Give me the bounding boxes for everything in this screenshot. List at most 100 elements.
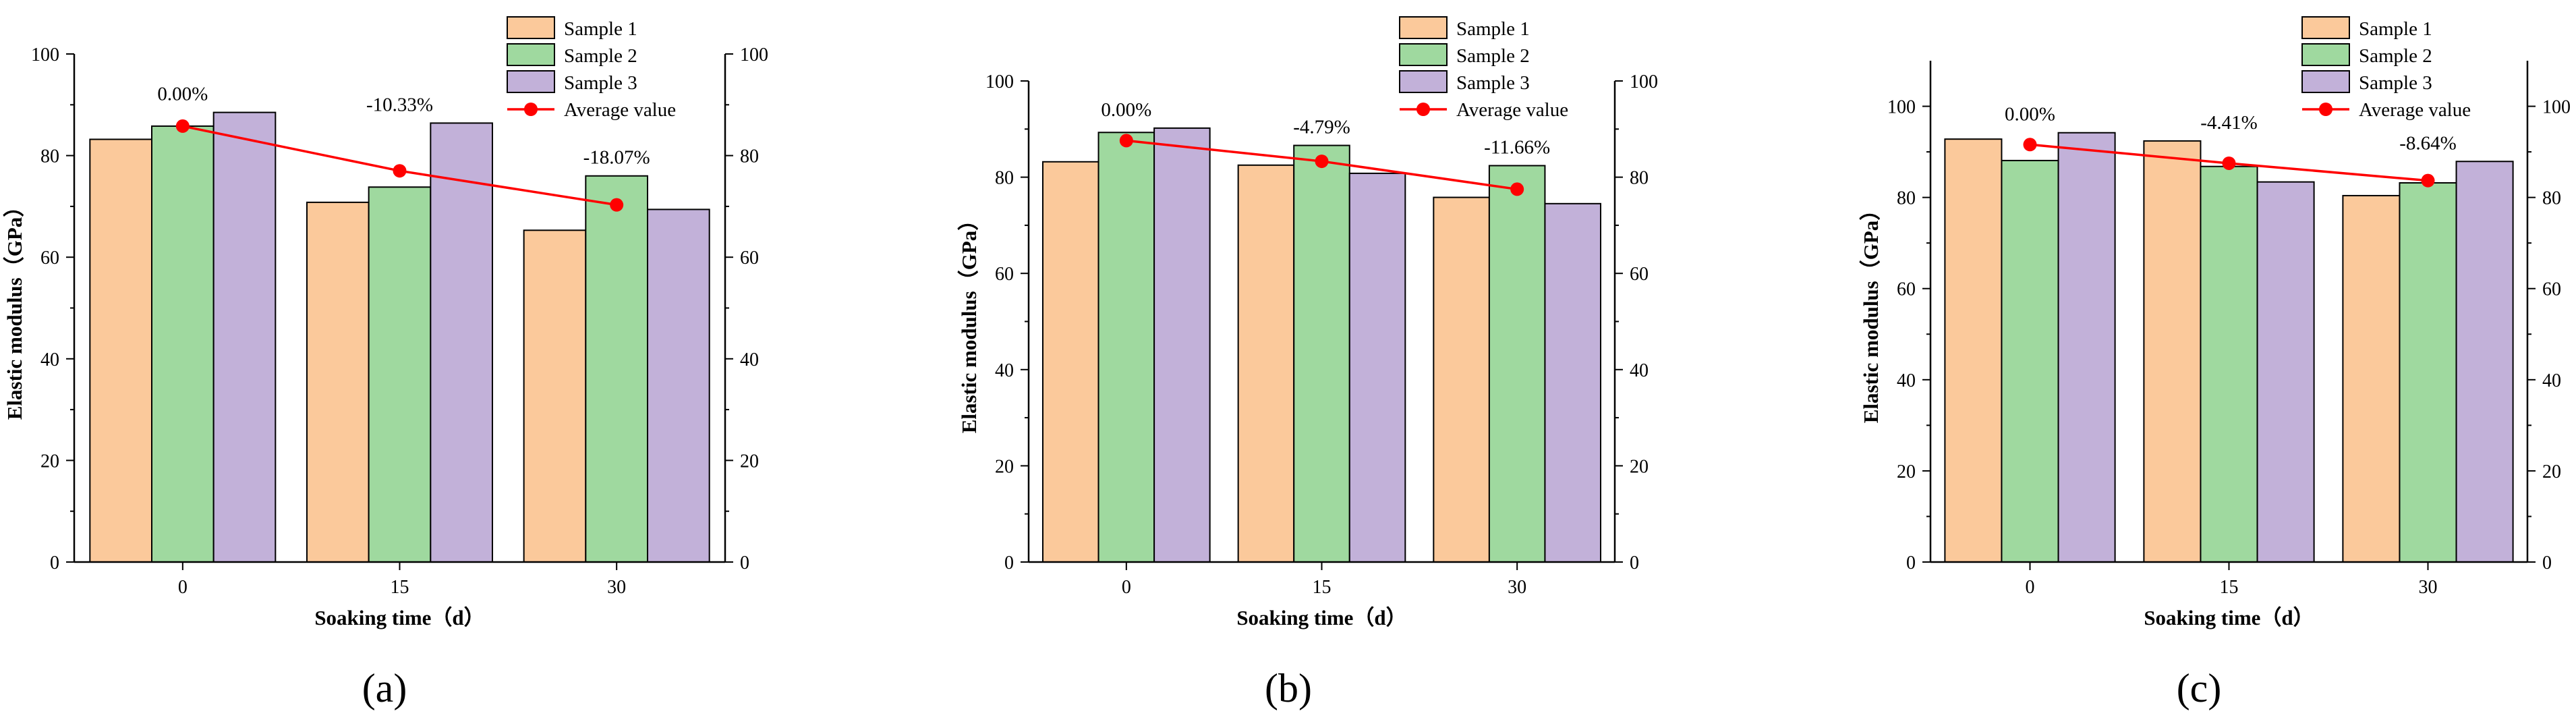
legend: Sample 1 Sample 2 Sample 3 Average value xyxy=(1399,16,1568,121)
bar-sample2-t15 xyxy=(1293,144,1350,563)
legend-label: Average value xyxy=(2359,99,2471,121)
y-tick-label: 60 xyxy=(40,248,59,269)
average-percent-label: -4.41% xyxy=(2200,112,2258,134)
x-tick-label: 15 xyxy=(1313,577,1332,598)
y-axis-title: Elastic modulus（GPa） xyxy=(3,196,26,420)
bar-sample3-t0 xyxy=(212,111,277,563)
legend-label: Sample 3 xyxy=(1456,72,1530,94)
bar-sample1-t0 xyxy=(1042,161,1099,563)
bar-sample2-t30 xyxy=(585,175,649,563)
bar-sample1-t15 xyxy=(1237,164,1295,563)
panel-label: (a) xyxy=(362,666,407,710)
panel-label: (c) xyxy=(2177,666,2222,710)
x-tick-label: 0 xyxy=(178,577,188,598)
bar-sample3-t30 xyxy=(2455,161,2514,563)
legend: Sample 1 Sample 2 Sample 3 Average value xyxy=(2301,16,2471,121)
average-point xyxy=(175,119,190,133)
bar-sample2-t0 xyxy=(150,125,214,563)
chart-panel-a: 0 20 40 60 80 100 0 20 40 60 80 100 0 15 30 Soaking tim… xyxy=(3,16,768,710)
legend-label: Sample 3 xyxy=(564,72,637,94)
legend-swatch-sample3 xyxy=(1399,70,1448,93)
legend-swatch-marker xyxy=(524,103,538,116)
bar-sample1-t30 xyxy=(523,229,587,563)
legend-label: Average value xyxy=(564,99,676,121)
legend-label: Sample 1 xyxy=(1456,18,1530,40)
right-y-tick-label: 80 xyxy=(740,146,759,167)
legend: Sample 1 Sample 2 Sample 3 Average value xyxy=(507,16,676,121)
right-y-tick-label: 40 xyxy=(1630,360,1649,381)
legend-label: Sample 1 xyxy=(564,18,637,40)
bar-sample3-t15 xyxy=(2256,181,2315,563)
x-tick-label: 15 xyxy=(391,577,409,598)
y-tick-label: 60 xyxy=(1897,279,1916,300)
x-tick-label: 30 xyxy=(2419,577,2438,598)
y-tick-label: 40 xyxy=(995,360,1014,381)
legend-label: Sample 2 xyxy=(564,45,637,67)
right-y-tick-label: 60 xyxy=(2542,279,2561,300)
bar-sample2-t30 xyxy=(1488,165,1546,563)
bar-sample3-t0 xyxy=(1153,127,1211,563)
average-point xyxy=(1510,182,1524,196)
average-percent-label: -10.33% xyxy=(366,94,433,115)
y-tick-label: 20 xyxy=(1897,461,1916,482)
right-y-tick-label: 60 xyxy=(740,248,759,269)
average-percent-label: 0.00% xyxy=(1101,99,1151,121)
y-tick-label: 80 xyxy=(995,168,1014,189)
right-y-tick-label: 100 xyxy=(1630,72,1658,92)
legend-swatch-sample2 xyxy=(1399,43,1448,66)
y-tick-label: 0 xyxy=(1004,553,1014,573)
legend-swatch-sample2 xyxy=(507,43,555,66)
y-tick-label: 0 xyxy=(50,553,59,573)
y-tick-label: 40 xyxy=(40,349,59,370)
bar-sample2-t0 xyxy=(1097,132,1155,563)
legend-swatch-sample3 xyxy=(2301,70,2350,93)
bar-sample1-t15 xyxy=(306,201,370,563)
legend-swatch-sample2 xyxy=(2301,43,2350,66)
right-y-tick-label: 40 xyxy=(740,349,759,370)
bar-sample3-t30 xyxy=(1544,202,1601,563)
y-tick-label: 40 xyxy=(1897,370,1916,391)
legend-label: Sample 2 xyxy=(1456,45,1530,67)
bar-sample1-t15 xyxy=(2143,140,2202,563)
y-tick-label: 80 xyxy=(1897,188,1916,209)
x-axis-title: Soaking time（d） xyxy=(2144,606,2314,629)
legend-swatch-sample3 xyxy=(507,70,555,93)
y-axis-title: Elastic modulus（GPa） xyxy=(1859,200,1883,424)
bar-sample3-t0 xyxy=(2057,132,2116,563)
legend-swatch-sample1 xyxy=(507,16,555,39)
bar-sample2-t0 xyxy=(2001,159,2059,563)
right-y-tick-label: 80 xyxy=(2542,188,2561,209)
y-tick-label: 0 xyxy=(1906,553,1916,573)
bar-sample2-t15 xyxy=(2200,165,2258,563)
legend-swatch-marker xyxy=(1416,103,1430,116)
x-tick-label: 15 xyxy=(2220,577,2239,598)
right-y-tick-label: 0 xyxy=(1630,553,1639,573)
average-point xyxy=(2222,156,2236,170)
legend-label: Sample 2 xyxy=(2359,45,2432,67)
right-y-tick-label: 100 xyxy=(740,45,768,65)
x-axis-title: Soaking time（d） xyxy=(1236,606,1406,629)
right-y-tick-label: 0 xyxy=(740,553,749,573)
x-axis-title: Soaking time（d） xyxy=(314,606,484,629)
y-tick-label: 100 xyxy=(31,45,59,65)
right-y-tick-label: 20 xyxy=(740,451,759,472)
legend-swatch-sample1 xyxy=(2301,16,2350,39)
panel-label: (b) xyxy=(1265,666,1312,710)
bar-sample2-t30 xyxy=(2399,182,2457,563)
bar-sample1-t30 xyxy=(1433,196,1490,563)
right-y-tick-label: 20 xyxy=(2542,461,2561,482)
bar-sample1-t0 xyxy=(1944,138,2003,563)
bar-sample1-t30 xyxy=(2342,194,2401,563)
legend-label: Sample 1 xyxy=(2359,18,2432,40)
bar-sample2-t15 xyxy=(368,186,432,563)
average-point xyxy=(2421,173,2435,188)
y-axis-title: Elastic modulus（GPa） xyxy=(957,210,981,434)
bar-sample1-t0 xyxy=(89,138,152,563)
right-y-tick-label: 40 xyxy=(2542,370,2561,391)
average-percent-label: 0.00% xyxy=(2005,104,2055,125)
y-tick-label: 100 xyxy=(1887,97,1916,118)
y-tick-label: 100 xyxy=(985,72,1014,92)
right-y-tick-label: 80 xyxy=(1630,168,1649,189)
y-tick-label: 80 xyxy=(40,146,59,167)
